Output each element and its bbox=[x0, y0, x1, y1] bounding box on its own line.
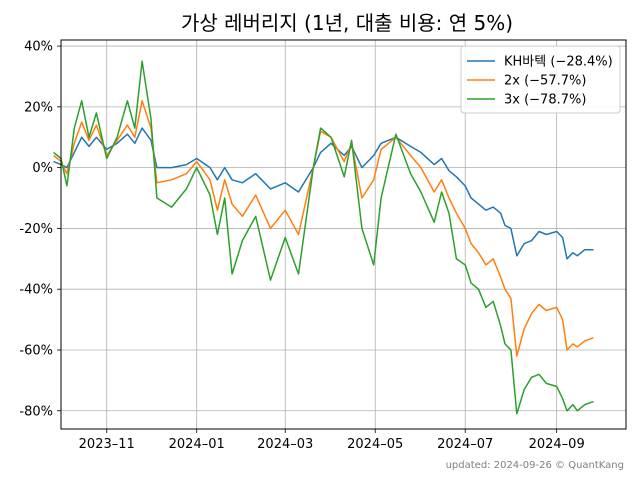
x-tick-label: 2024–01 bbox=[169, 437, 225, 452]
legend-label: KH바텍 (−28.4%) bbox=[504, 55, 613, 70]
legend-label: 3x (−78.7%) bbox=[504, 93, 586, 108]
series-line-1 bbox=[53, 127, 594, 260]
x-tick-label: 2024–07 bbox=[437, 437, 493, 452]
plot-area-frame bbox=[60, 39, 627, 430]
y-tick-label: 0% bbox=[32, 161, 53, 176]
x-tick-label: 2023–11 bbox=[79, 437, 135, 452]
y-tick-label: 20% bbox=[24, 100, 53, 115]
axis-ticks: 40% 20% 0% -20% -40% -60% -80% 2023–11 2024–01 20… bbox=[19, 40, 584, 452]
y-tick-label: 40% bbox=[24, 40, 53, 55]
y-tick-label: -40% bbox=[19, 283, 53, 298]
legend-label: 2x (−57.7%) bbox=[504, 74, 586, 89]
y-tick-label: -20% bbox=[19, 222, 53, 237]
x-tick-label: 2024–09 bbox=[529, 437, 585, 452]
x-tick-label: 2024–03 bbox=[257, 437, 313, 452]
series-line-3 bbox=[53, 60, 594, 415]
y-tick-label: -80% bbox=[19, 404, 53, 419]
chart-title: 가상 레버리지 (1년, 대출 비용: 연 5%) bbox=[181, 11, 513, 35]
legend: KH바텍 (−28.4%) 2x (−57.7%) 3x (−78.7%) bbox=[460, 45, 621, 114]
legend-box bbox=[460, 45, 621, 114]
x-tick-label: 2024–05 bbox=[347, 437, 403, 452]
y-tick-label: -60% bbox=[19, 343, 53, 358]
series-lines bbox=[53, 60, 594, 415]
footer-credit: updated: 2024-09-26 © QuantKang bbox=[446, 460, 624, 471]
